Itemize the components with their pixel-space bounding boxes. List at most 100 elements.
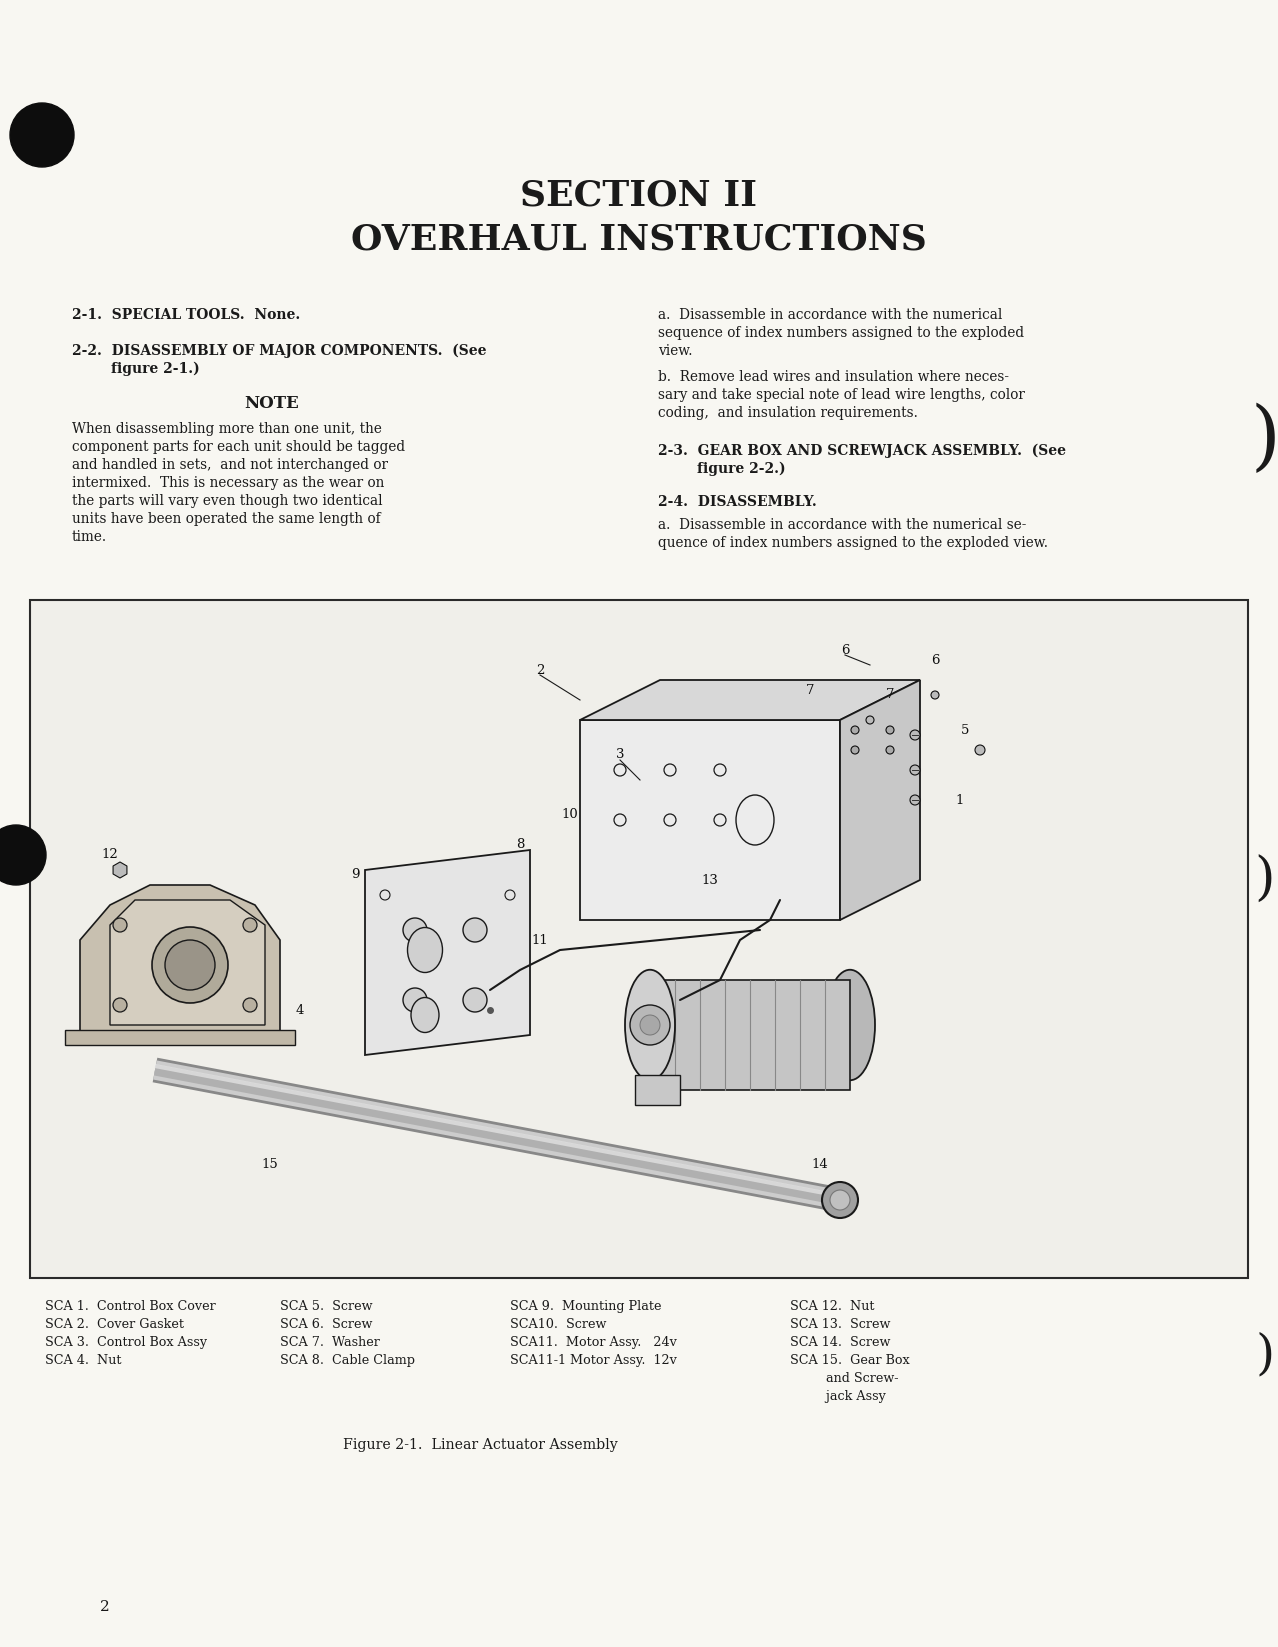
Text: 2: 2: [535, 664, 544, 677]
Text: intermixed.  This is necessary as the wear on: intermixed. This is necessary as the wea…: [72, 476, 385, 491]
Circle shape: [886, 746, 895, 754]
Circle shape: [910, 796, 920, 805]
Text: b.  Remove lead wires and insulation where neces-: b. Remove lead wires and insulation wher…: [658, 371, 1010, 384]
Polygon shape: [580, 720, 840, 921]
Text: figure 2-2.): figure 2-2.): [658, 463, 786, 476]
Circle shape: [866, 716, 874, 725]
Text: and Screw-: and Screw-: [790, 1372, 898, 1385]
Text: units have been operated the same length of: units have been operated the same length…: [72, 512, 381, 525]
Text: SCA 12.  Nut: SCA 12. Nut: [790, 1299, 874, 1313]
Circle shape: [930, 692, 939, 698]
Ellipse shape: [412, 998, 440, 1033]
Text: 2-4.  DISASSEMBLY.: 2-4. DISASSEMBLY.: [658, 496, 817, 509]
Text: SCA 6.  Screw: SCA 6. Screw: [280, 1318, 372, 1331]
Text: sequence of index numbers assigned to the exploded: sequence of index numbers assigned to th…: [658, 326, 1024, 339]
Text: 5: 5: [961, 723, 969, 736]
Text: SCA11-1 Motor Assy.  12v: SCA11-1 Motor Assy. 12v: [510, 1354, 677, 1367]
Circle shape: [910, 730, 920, 740]
Text: 2-2.  DISASSEMBLY OF MAJOR COMPONENTS.  (See: 2-2. DISASSEMBLY OF MAJOR COMPONENTS. (S…: [72, 344, 487, 359]
Text: SCA 15.  Gear Box: SCA 15. Gear Box: [790, 1354, 910, 1367]
Text: SCA 4.  Nut: SCA 4. Nut: [45, 1354, 121, 1367]
Text: SCA 14.  Screw: SCA 14. Screw: [790, 1336, 891, 1349]
Text: time.: time.: [72, 530, 107, 544]
Text: coding,  and insulation requirements.: coding, and insulation requirements.: [658, 407, 918, 420]
Text: 12: 12: [102, 848, 119, 861]
Text: 8: 8: [516, 838, 524, 851]
Polygon shape: [65, 1029, 295, 1044]
Circle shape: [975, 744, 985, 754]
Text: and handled in sets,  and not interchanged or: and handled in sets, and not interchange…: [72, 458, 389, 473]
Text: SCA 9.  Mounting Plate: SCA 9. Mounting Plate: [510, 1299, 662, 1313]
Text: 6: 6: [841, 644, 850, 657]
Text: view.: view.: [658, 344, 693, 357]
Text: When disassembling more than one unit, the: When disassembling more than one unit, t…: [72, 422, 382, 436]
Text: SECTION II: SECTION II: [520, 178, 758, 212]
Circle shape: [910, 764, 920, 776]
Circle shape: [851, 726, 859, 735]
Text: ): ): [1255, 855, 1275, 906]
Text: SCA 5.  Screw: SCA 5. Screw: [280, 1299, 372, 1313]
Circle shape: [112, 917, 127, 932]
Text: NOTE: NOTE: [244, 395, 299, 412]
Polygon shape: [366, 850, 530, 1056]
Text: 1: 1: [956, 794, 964, 807]
Text: a.  Disassemble in accordance with the numerical se-: a. Disassemble in accordance with the nu…: [658, 519, 1026, 532]
Text: a.  Disassemble in accordance with the numerical: a. Disassemble in accordance with the nu…: [658, 308, 1002, 323]
Text: the parts will vary even though two identical: the parts will vary even though two iden…: [72, 494, 382, 507]
Text: ): ): [1255, 1331, 1274, 1379]
Circle shape: [152, 927, 227, 1003]
Polygon shape: [840, 680, 920, 921]
Text: SCA10.  Screw: SCA10. Screw: [510, 1318, 606, 1331]
Circle shape: [886, 726, 895, 735]
Text: jack Assy: jack Assy: [790, 1390, 886, 1403]
Text: SCA11.  Motor Assy.   24v: SCA11. Motor Assy. 24v: [510, 1336, 677, 1349]
Text: figure 2-1.): figure 2-1.): [72, 362, 199, 377]
Text: 2: 2: [100, 1599, 110, 1614]
Polygon shape: [635, 1075, 680, 1105]
Text: quence of index numbers assigned to the exploded view.: quence of index numbers assigned to the …: [658, 535, 1048, 550]
Text: 15: 15: [262, 1158, 279, 1171]
Text: component parts for each unit should be tagged: component parts for each unit should be …: [72, 440, 405, 455]
Text: SCA 1.  Control Box Cover: SCA 1. Control Box Cover: [45, 1299, 216, 1313]
Text: 3: 3: [616, 748, 624, 761]
Circle shape: [165, 940, 215, 990]
Polygon shape: [580, 680, 920, 720]
Circle shape: [0, 825, 46, 884]
Circle shape: [822, 1183, 858, 1219]
Text: ): ): [1250, 404, 1278, 478]
Text: SCA 13.  Screw: SCA 13. Screw: [790, 1318, 891, 1331]
Polygon shape: [110, 899, 265, 1024]
Text: 9: 9: [350, 868, 359, 881]
Circle shape: [640, 1015, 659, 1034]
Text: SCA 8.  Cable Clamp: SCA 8. Cable Clamp: [280, 1354, 415, 1367]
Circle shape: [112, 998, 127, 1011]
Circle shape: [243, 917, 257, 932]
Text: Figure 2-1.  Linear Actuator Assembly: Figure 2-1. Linear Actuator Assembly: [343, 1438, 617, 1453]
Text: OVERHAUL INSTRUCTIONS: OVERHAUL INSTRUCTIONS: [351, 222, 927, 257]
Bar: [29, 600, 1249, 1278]
Bar: [651, 980, 850, 1090]
Text: 6: 6: [930, 654, 939, 667]
Polygon shape: [81, 884, 280, 1039]
Text: 4: 4: [295, 1003, 304, 1016]
Text: 13: 13: [702, 873, 718, 886]
Ellipse shape: [625, 970, 675, 1080]
Circle shape: [10, 104, 74, 166]
Text: 7: 7: [805, 684, 814, 697]
Text: SCA 7.  Washer: SCA 7. Washer: [280, 1336, 380, 1349]
Text: SCA 2.  Cover Gasket: SCA 2. Cover Gasket: [45, 1318, 184, 1331]
Text: 2-1.  SPECIAL TOOLS.  None.: 2-1. SPECIAL TOOLS. None.: [72, 308, 300, 323]
Ellipse shape: [408, 927, 442, 972]
Circle shape: [243, 998, 257, 1011]
Circle shape: [403, 917, 427, 942]
Text: 11: 11: [532, 934, 548, 947]
Text: 7: 7: [886, 688, 895, 702]
Text: 10: 10: [561, 809, 579, 822]
Circle shape: [403, 988, 427, 1011]
Circle shape: [463, 988, 487, 1011]
Ellipse shape: [826, 970, 875, 1080]
Text: SCA 3.  Control Box Assy: SCA 3. Control Box Assy: [45, 1336, 207, 1349]
Text: 2-3.  GEAR BOX AND SCREWJACK ASSEMBLY.  (See: 2-3. GEAR BOX AND SCREWJACK ASSEMBLY. (S…: [658, 445, 1066, 458]
Text: 14: 14: [812, 1158, 828, 1171]
Text: sary and take special note of lead wire lengths, color: sary and take special note of lead wire …: [658, 389, 1025, 402]
